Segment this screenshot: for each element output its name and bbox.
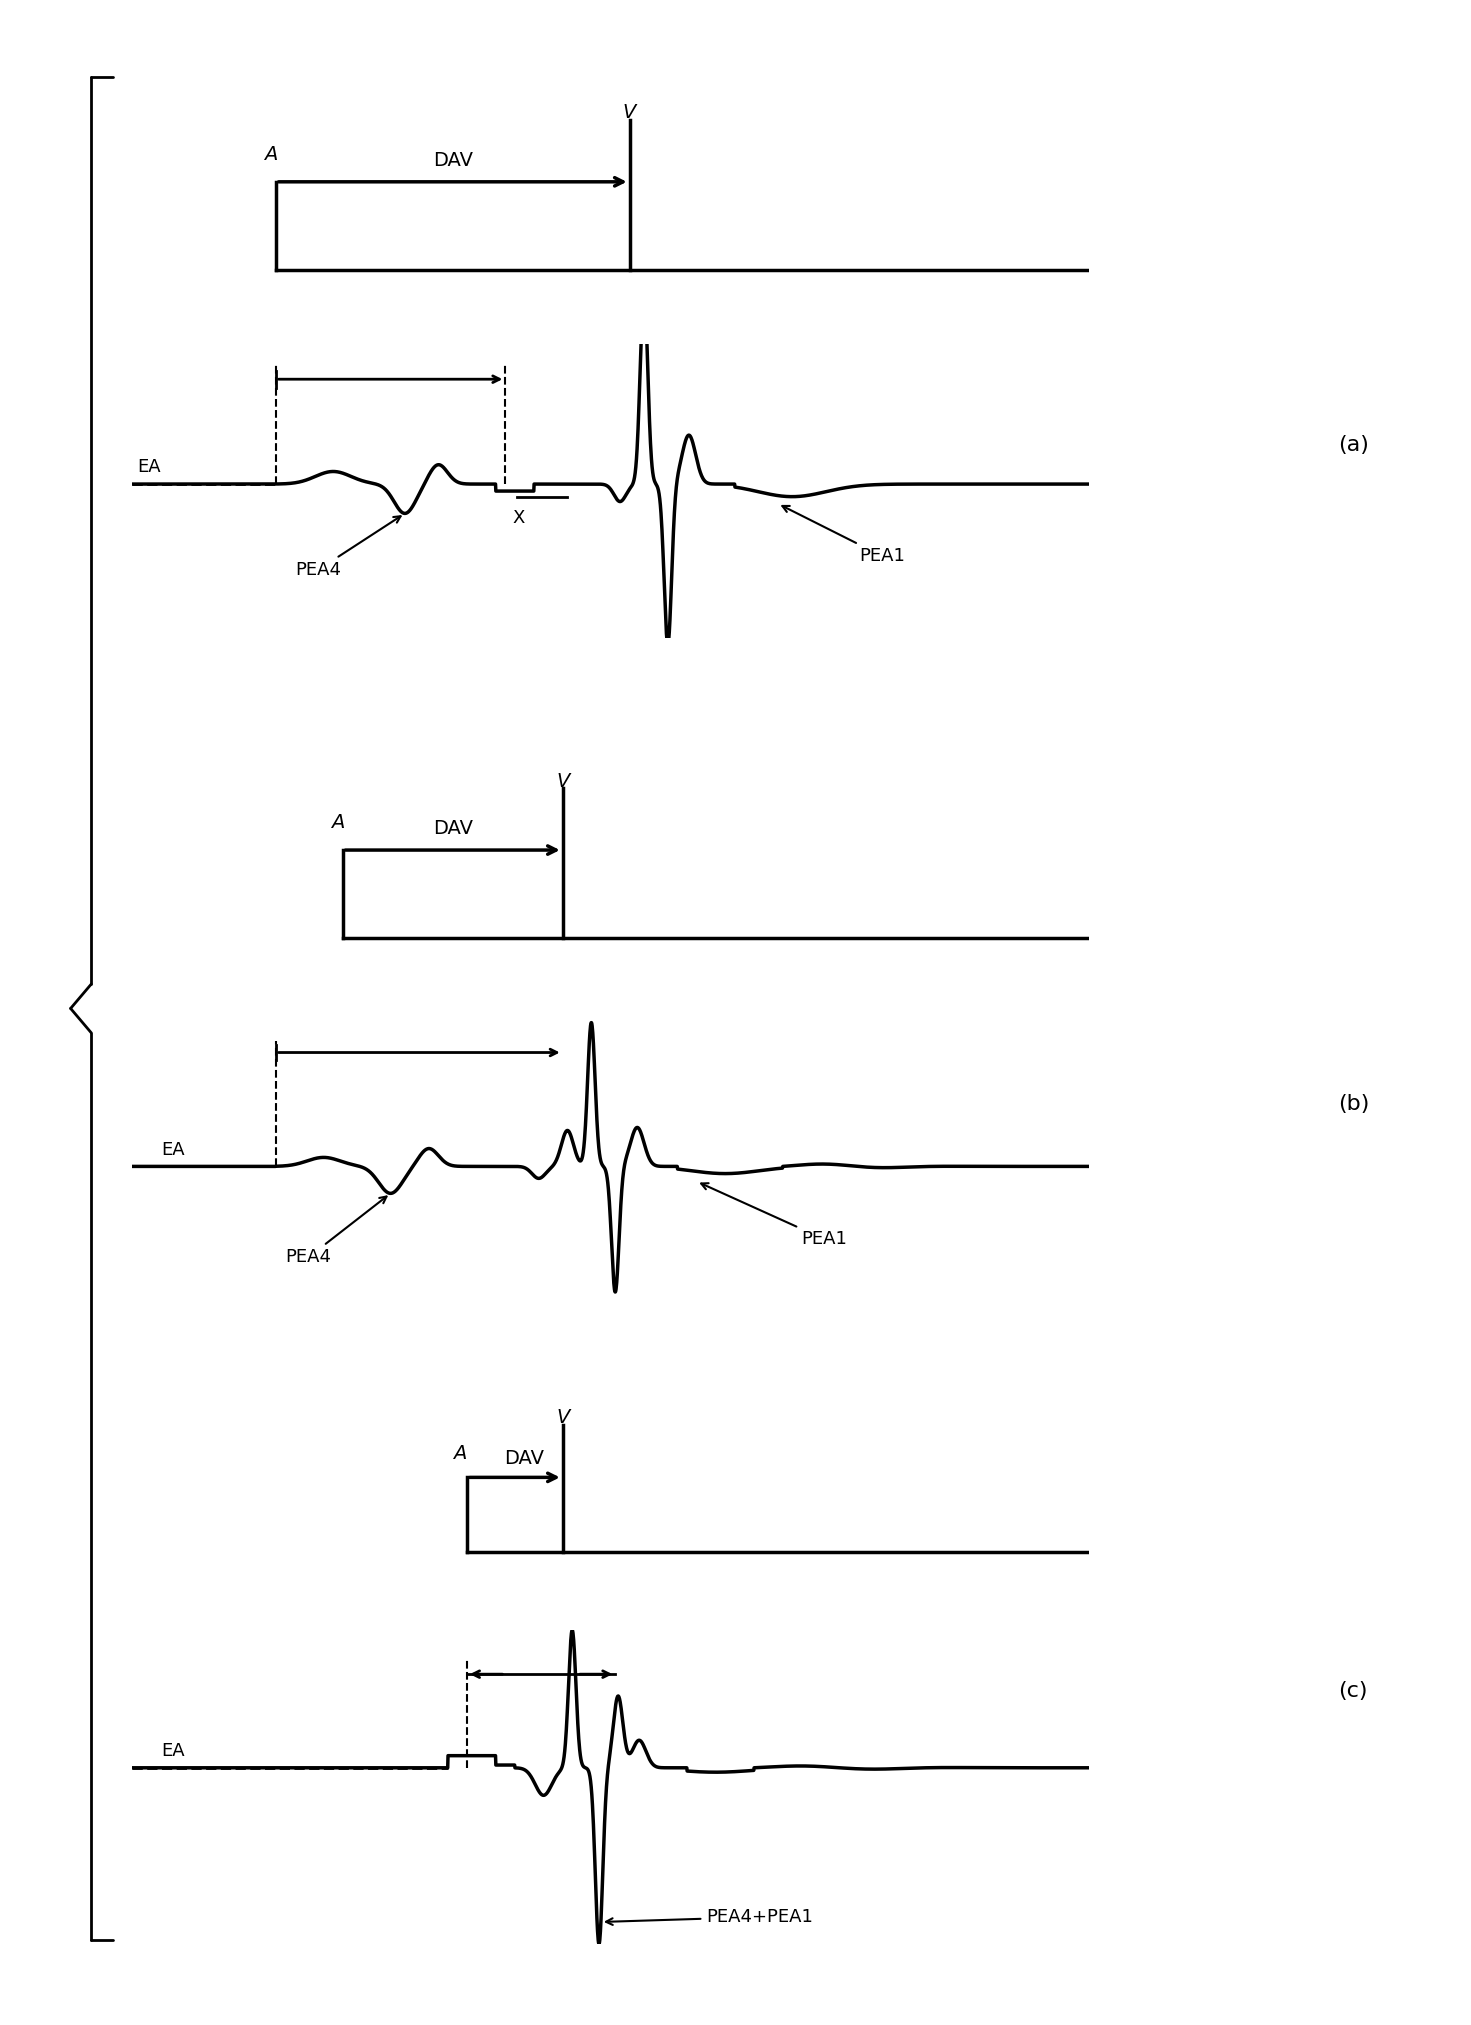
Text: DAV: DAV (432, 820, 472, 838)
Text: PEA1: PEA1 (783, 506, 905, 565)
Text: EA: EA (162, 1742, 185, 1760)
Text: DAV: DAV (505, 1450, 544, 1468)
Text: V: V (556, 772, 569, 790)
Text: A: A (265, 146, 278, 164)
Text: EA: EA (162, 1142, 185, 1158)
Text: V: V (556, 1409, 569, 1428)
Text: DAV: DAV (432, 152, 472, 170)
Text: PEA1: PEA1 (702, 1183, 847, 1247)
Text: EA: EA (137, 458, 160, 476)
Text: A: A (331, 814, 344, 832)
Text: PEA4: PEA4 (294, 516, 400, 579)
Text: (a): (a) (1339, 435, 1370, 456)
Text: V: V (622, 103, 637, 122)
Text: X: X (513, 508, 525, 526)
Text: A: A (453, 1444, 466, 1462)
Text: (b): (b) (1339, 1094, 1370, 1114)
Text: PEA4: PEA4 (285, 1197, 387, 1266)
Text: (c): (c) (1339, 1681, 1368, 1701)
Text: PEA4+PEA1: PEA4+PEA1 (606, 1908, 813, 1926)
